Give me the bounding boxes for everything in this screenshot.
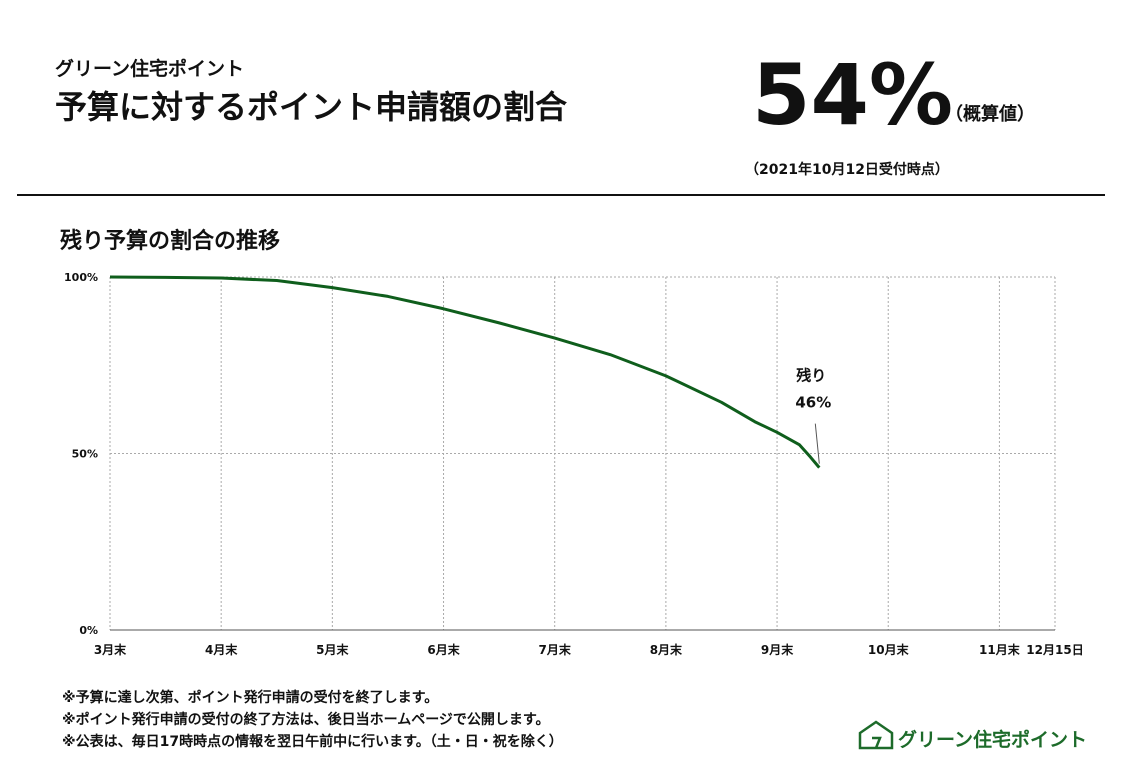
- x-tick-label: 8月末: [650, 642, 683, 657]
- logo-text: グリーン住宅ポイント: [898, 728, 1087, 751]
- chart-title: 残り予算の割合の推移: [60, 228, 280, 254]
- note: ※公表は、毎日17時時点の情報を翌日午前中に行います。（土・日・祝を除く）: [62, 733, 563, 750]
- note: ※予算に達し次第、ポイント発行申請の受付を終了します。: [62, 689, 438, 706]
- logo-icon: [858, 720, 894, 750]
- ratio-note: （概算値）: [945, 103, 1035, 125]
- x-tick-label: 5月末: [316, 642, 349, 657]
- data-line: [109, 275, 821, 469]
- x-tick-label: 7月末: [539, 642, 572, 657]
- x-tick-label: 12月15日: [1026, 643, 1083, 657]
- x-tick-label: 6月末: [427, 642, 460, 657]
- series-name: 残り: [796, 367, 826, 385]
- x-tick-label: 10月末: [868, 642, 910, 657]
- as-of: （2021年10月12日受付時点）: [745, 161, 949, 178]
- y-tick-label: 0%: [79, 624, 98, 637]
- x-tick-label: 9月末: [761, 642, 794, 657]
- leader-line: [814, 423, 820, 464]
- x-tick-label: 4月末: [205, 642, 238, 657]
- headline-ratio: 54%: [752, 46, 953, 144]
- note: ※ポイント発行申請の受付の終了方法は、後日当ホームページで公開します。: [62, 711, 550, 728]
- header-subtitle: グリーン住宅ポイント: [55, 57, 244, 80]
- header-title: 予算に対するポイント申請額の割合: [55, 88, 567, 126]
- x-tick-label: 3月末: [94, 642, 127, 657]
- x-tick-label: 11月末: [979, 642, 1021, 657]
- y-tick-label: 50%: [72, 448, 98, 461]
- y-tick-label: 100%: [64, 271, 98, 284]
- value-label: 46%: [795, 394, 831, 412]
